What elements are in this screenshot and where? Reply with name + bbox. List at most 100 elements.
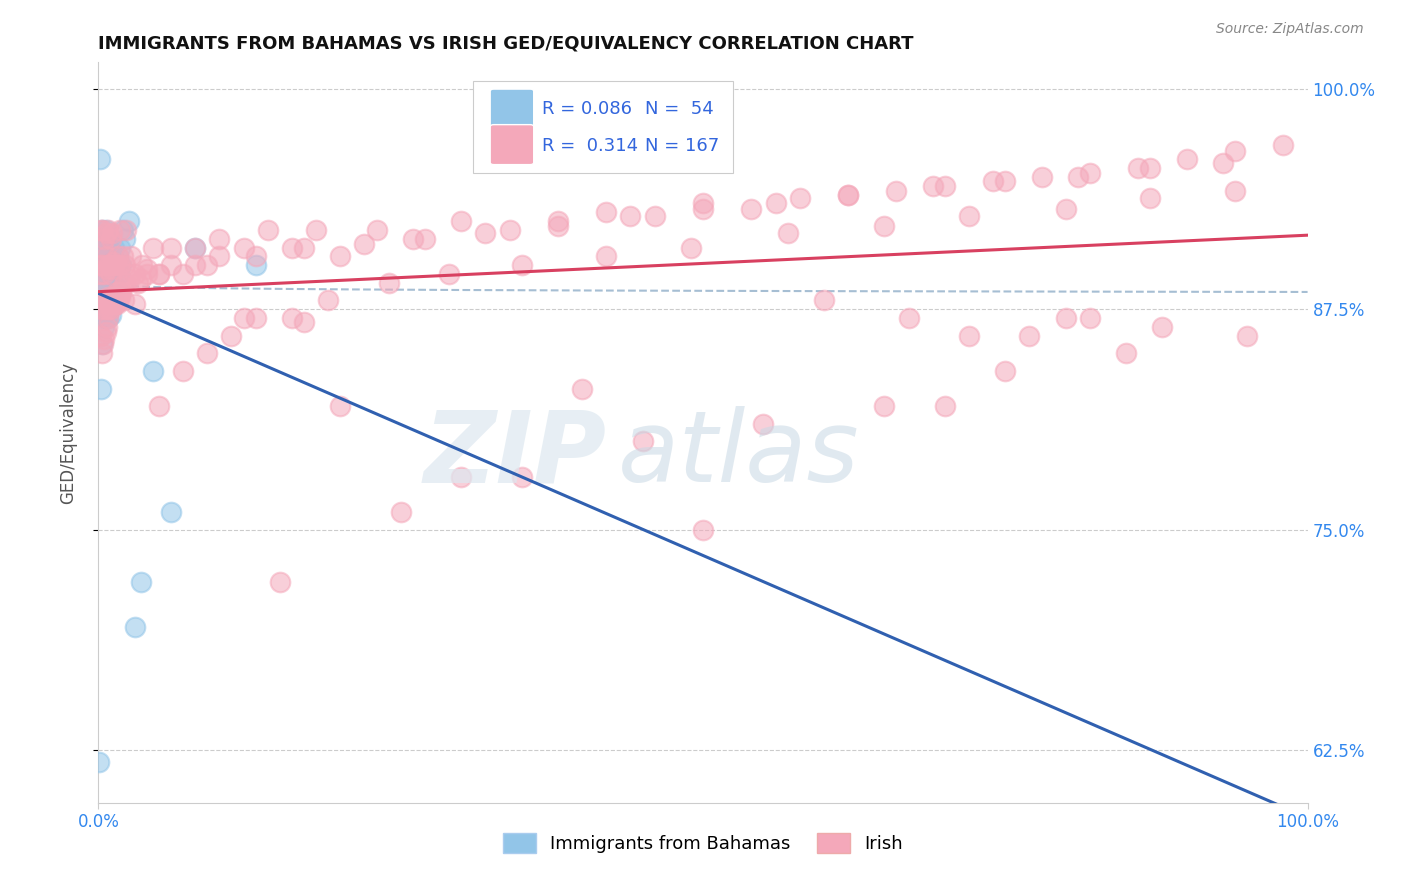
Point bbox=[1115, 346, 1137, 360]
Point bbox=[740, 202, 762, 216]
Point bbox=[679, 240, 702, 254]
Point bbox=[450, 214, 472, 228]
Point bbox=[837, 187, 859, 202]
Point bbox=[281, 240, 304, 254]
Point bbox=[100, 297, 122, 311]
Point bbox=[148, 267, 170, 281]
Point bbox=[100, 297, 122, 311]
Point bbox=[91, 337, 114, 351]
Point bbox=[112, 293, 135, 308]
Point bbox=[100, 258, 122, 272]
Point bbox=[413, 232, 436, 246]
Legend: Immigrants from Bahamas, Irish: Immigrants from Bahamas, Irish bbox=[496, 826, 910, 861]
Point bbox=[1236, 328, 1258, 343]
Point bbox=[292, 240, 315, 254]
Point bbox=[100, 297, 122, 311]
Point bbox=[981, 173, 1004, 187]
Point bbox=[104, 258, 127, 272]
Point bbox=[107, 249, 129, 263]
Point bbox=[135, 267, 157, 281]
Point bbox=[104, 279, 127, 293]
Point bbox=[245, 311, 267, 326]
Point bbox=[934, 178, 956, 193]
Point bbox=[89, 153, 111, 167]
Point bbox=[108, 267, 131, 281]
Point bbox=[93, 258, 115, 272]
Point bbox=[124, 297, 146, 311]
Point bbox=[692, 523, 714, 537]
FancyBboxPatch shape bbox=[491, 125, 534, 165]
Point bbox=[120, 249, 142, 263]
Point bbox=[107, 249, 129, 263]
Point bbox=[195, 346, 218, 360]
Point bbox=[90, 223, 112, 237]
Point bbox=[1139, 161, 1161, 176]
Point bbox=[256, 223, 278, 237]
Point bbox=[232, 311, 254, 326]
Point bbox=[101, 293, 124, 308]
Point bbox=[208, 232, 231, 246]
Point bbox=[366, 223, 388, 237]
Point bbox=[98, 297, 121, 311]
Point bbox=[129, 272, 152, 286]
Point bbox=[873, 219, 896, 234]
Point bbox=[114, 232, 136, 246]
Point bbox=[101, 254, 124, 268]
Point bbox=[93, 332, 115, 346]
Point bbox=[98, 240, 121, 254]
Point bbox=[353, 237, 375, 252]
Text: R =  0.314: R = 0.314 bbox=[543, 137, 638, 155]
Point bbox=[104, 297, 127, 311]
Point bbox=[104, 297, 127, 311]
Point bbox=[93, 319, 115, 334]
Point bbox=[1212, 156, 1234, 170]
Point bbox=[93, 267, 115, 281]
Point bbox=[96, 267, 118, 281]
Point bbox=[118, 267, 141, 281]
Point bbox=[221, 328, 243, 343]
Point bbox=[619, 209, 641, 223]
Point bbox=[105, 258, 128, 272]
Point bbox=[101, 297, 124, 311]
Point bbox=[184, 258, 207, 272]
Point bbox=[127, 276, 149, 290]
Point bbox=[103, 293, 125, 308]
Point bbox=[692, 196, 714, 211]
Point bbox=[105, 258, 128, 272]
Point bbox=[100, 261, 122, 276]
Point bbox=[269, 575, 291, 590]
Point bbox=[281, 311, 304, 326]
FancyBboxPatch shape bbox=[491, 89, 534, 129]
Text: N =  54: N = 54 bbox=[645, 100, 714, 118]
Point bbox=[118, 272, 141, 286]
Point bbox=[160, 505, 183, 519]
Point bbox=[98, 258, 121, 272]
Point bbox=[994, 364, 1017, 378]
Point bbox=[100, 244, 122, 258]
Point bbox=[934, 399, 956, 413]
Point bbox=[96, 240, 118, 254]
Point bbox=[101, 254, 124, 268]
Point bbox=[107, 293, 129, 308]
Point bbox=[957, 328, 980, 343]
Point bbox=[389, 505, 412, 519]
Point bbox=[100, 308, 122, 322]
Text: IMMIGRANTS FROM BAHAMAS VS IRISH GED/EQUIVALENCY CORRELATION CHART: IMMIGRANTS FROM BAHAMAS VS IRISH GED/EQU… bbox=[98, 35, 914, 53]
Point bbox=[644, 209, 666, 223]
Point bbox=[1018, 328, 1040, 343]
Point bbox=[96, 319, 118, 334]
Point bbox=[90, 311, 112, 326]
Point bbox=[103, 290, 125, 304]
Point bbox=[91, 258, 114, 272]
Point bbox=[97, 290, 120, 304]
Point bbox=[110, 285, 132, 299]
Point bbox=[115, 223, 138, 237]
Point bbox=[93, 302, 115, 317]
Point bbox=[305, 223, 328, 237]
Point bbox=[897, 311, 920, 326]
Point bbox=[450, 469, 472, 483]
Point bbox=[129, 575, 152, 590]
Point bbox=[100, 232, 122, 246]
Point bbox=[1175, 153, 1198, 167]
Point bbox=[90, 328, 112, 343]
